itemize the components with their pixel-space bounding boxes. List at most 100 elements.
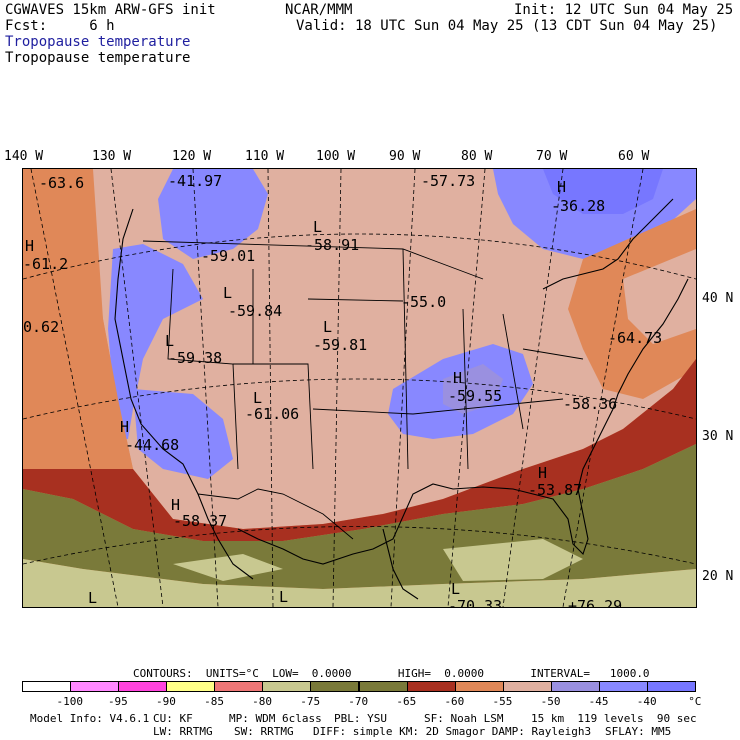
lon-label: 90 W bbox=[389, 149, 421, 164]
lon-label: 60 W bbox=[618, 149, 650, 164]
map-label: -59.84 bbox=[228, 302, 282, 320]
colorbar-swatch bbox=[406, 681, 456, 692]
field-darkred-band bbox=[23, 359, 696, 541]
map-label: -59.38 bbox=[168, 349, 222, 367]
colorbar-tick-label: -65 bbox=[396, 695, 417, 708]
field-tan-south bbox=[23, 559, 696, 607]
colorbar-swatch bbox=[166, 681, 216, 692]
field-blue-sw bbox=[133, 389, 233, 479]
colorbar-swatch bbox=[22, 681, 72, 692]
colorbar-tick-label: -75 bbox=[300, 695, 321, 708]
map-label: +76.29 bbox=[568, 597, 622, 607]
colorbar-swatch bbox=[70, 681, 120, 692]
map-label: -55.0 bbox=[401, 293, 446, 311]
sw-scheme: SW: RRTMG bbox=[234, 725, 294, 738]
colorbar-tick-label: -90 bbox=[156, 695, 176, 708]
colorbar-tick-label: -95 bbox=[107, 695, 128, 708]
field-salmon-east bbox=[623, 249, 696, 344]
map-label: L bbox=[313, 218, 322, 236]
lat-label: 40 N bbox=[702, 291, 734, 306]
map-label: -61.2 bbox=[23, 255, 68, 273]
field-blue-west bbox=[108, 244, 203, 439]
colorbar-swatch bbox=[358, 681, 408, 692]
map-label: H bbox=[25, 237, 34, 255]
map-label: -41.97 bbox=[168, 172, 222, 190]
lat-label: 20 N bbox=[702, 569, 734, 584]
lon-label: 110 W bbox=[245, 149, 285, 164]
colorbar-tick-label: °C bbox=[688, 695, 702, 708]
colorbar-tick-label: -55 bbox=[492, 695, 513, 708]
map-label: 0.62 bbox=[23, 318, 59, 336]
valid-time: Valid: 18 UTC Sun 04 May 25 (13 CDT Sun … bbox=[296, 18, 718, 34]
colorbar-tick-label: -40 bbox=[636, 695, 657, 708]
field-orange-west bbox=[23, 169, 133, 469]
map-label: L bbox=[165, 332, 174, 350]
lw-scheme: LW: RRTMG bbox=[153, 725, 213, 738]
colorbar-tick-label: -45 bbox=[588, 695, 609, 708]
forecast-hour: Fcst: 6 h bbox=[5, 18, 115, 34]
map-label: H bbox=[120, 418, 129, 436]
model-info: Model Info: V4.6.1 bbox=[30, 712, 150, 725]
colorbar-tick-label: -50 bbox=[540, 695, 561, 708]
colorbar-swatch bbox=[502, 681, 552, 692]
map-label: -44.68 bbox=[125, 436, 179, 454]
field-tan-patch bbox=[443, 539, 583, 581]
map-label: -58.37 bbox=[173, 512, 227, 530]
contour-info: CONTOURS: UNITS=°C LOW= 0.0000 HIGH= 0.0… bbox=[133, 667, 650, 680]
map-label: L bbox=[88, 589, 97, 607]
sf-scheme: SF: Noah LSM bbox=[424, 712, 504, 725]
map-label: -58.36 bbox=[563, 395, 617, 413]
colorbar-swatch bbox=[454, 681, 504, 692]
colorbar-swatch bbox=[598, 681, 648, 692]
map-label: L bbox=[279, 588, 288, 606]
lat-label: 30 N bbox=[702, 429, 734, 444]
coastlines bbox=[114, 198, 689, 600]
colorbar-tick-label: -100 bbox=[56, 695, 83, 708]
cu-scheme: CU: KF bbox=[153, 712, 193, 725]
mp-scheme: MP: WDM 6class bbox=[229, 712, 322, 725]
colorbar-swatch bbox=[262, 681, 312, 692]
map-label: H bbox=[557, 178, 566, 196]
colorbar-tick-label: -70 bbox=[348, 695, 369, 708]
map-label: H bbox=[453, 369, 462, 387]
field-blue-ne-core bbox=[543, 169, 663, 214]
lat-lon-grid bbox=[23, 169, 696, 607]
map-label: -61.06 bbox=[245, 405, 299, 423]
lon-label: 140 W bbox=[4, 149, 44, 164]
colorbar-swatch bbox=[118, 681, 168, 692]
map-label: -59.55 bbox=[448, 387, 502, 405]
field-tan-patch-2 bbox=[173, 554, 283, 581]
field-label-blue: Tropopause temperature bbox=[5, 34, 191, 50]
field-blue-nw bbox=[158, 169, 268, 259]
field-label: Tropopause temperature bbox=[5, 50, 191, 66]
colorbar-swatch bbox=[214, 681, 264, 692]
diff-scheme: DIFF: simple KM: 2D Smagor DAMP: Rayleig… bbox=[313, 725, 592, 738]
map-label: -63.6 bbox=[39, 174, 84, 192]
colorbar-tick-label: -80 bbox=[252, 695, 273, 708]
colorbar-tick-label: -85 bbox=[204, 695, 224, 708]
init-time: Init: 12 UTC Sun 04 May 25 bbox=[514, 2, 734, 18]
map-label: -58.91 bbox=[305, 236, 359, 254]
map-label: L bbox=[253, 389, 262, 407]
center-label: NCAR/MMM bbox=[285, 2, 353, 18]
colorbar bbox=[22, 681, 696, 693]
map-label: -36.28 bbox=[551, 197, 605, 215]
resolution: 15 km 119 levels 90 sec bbox=[531, 712, 697, 725]
tropopause-temperature-map: -63.6 -41.97 -57.73 H -36.28 H -61.2 L -… bbox=[22, 168, 697, 608]
map-label: L bbox=[323, 318, 332, 336]
lon-label: 100 W bbox=[316, 149, 356, 164]
map-label: -59.01 bbox=[201, 247, 255, 265]
field-salmon bbox=[93, 169, 696, 529]
lon-label: 130 W bbox=[92, 149, 132, 164]
map-label: -57.73 bbox=[421, 172, 475, 190]
map-label: -70.33 bbox=[448, 597, 502, 607]
pbl-scheme: PBL: YSU bbox=[334, 712, 387, 725]
colorbar-swatch bbox=[646, 681, 696, 692]
lon-label: 70 W bbox=[536, 149, 568, 164]
model-title: CGWAVES 15km ARW-GFS init bbox=[5, 2, 216, 18]
colorbar-swatch bbox=[550, 681, 600, 692]
borders bbox=[142, 240, 584, 540]
map-label: L bbox=[223, 284, 232, 302]
map-label: -64.73 bbox=[608, 329, 662, 347]
lon-label: 80 W bbox=[461, 149, 493, 164]
